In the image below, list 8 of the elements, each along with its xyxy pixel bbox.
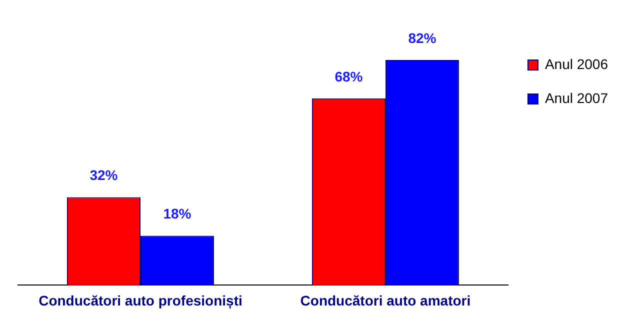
- data-label: 82%: [408, 30, 437, 46]
- legend-label: Anul 2007: [544, 90, 608, 106]
- data-label: 18%: [163, 206, 192, 222]
- data-label: 68%: [334, 68, 364, 84]
- x-tick-label: Conducători auto amatori: [300, 292, 471, 308]
- x-tick-label: Conducători auto profesioniști: [38, 292, 242, 310]
- legend-label: Anul 2006: [544, 56, 608, 72]
- data-label: 32%: [90, 167, 118, 184]
